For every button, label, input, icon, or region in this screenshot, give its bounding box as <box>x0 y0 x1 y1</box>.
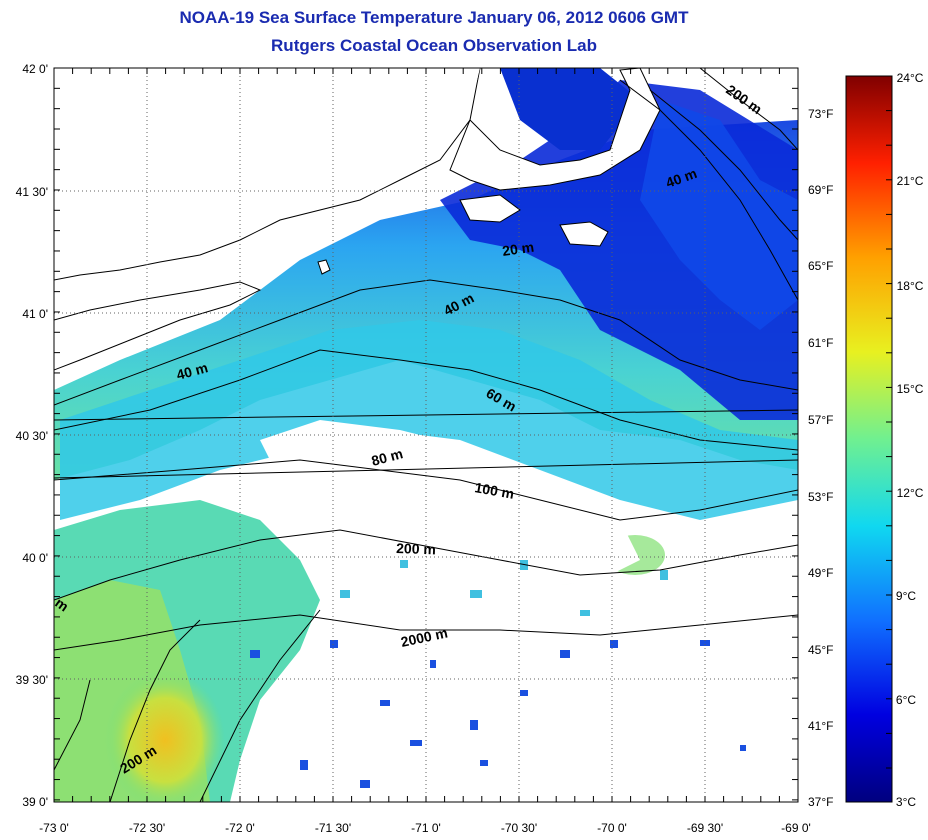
latitude-labels: 42 0' 41 30' 41 0' 40 30' 40 0' 39 30' 3… <box>16 62 48 809</box>
lat-label: 41 0' <box>22 307 48 321</box>
lat-label: 42 0' <box>22 62 48 76</box>
depth-label: 20 m <box>501 239 535 259</box>
c-label: 3°C <box>896 795 916 809</box>
f-label: 45°F <box>808 643 833 657</box>
lon-label: -72 0' <box>225 821 255 835</box>
c-label: 6°C <box>896 693 916 707</box>
lat-label: 39 0' <box>22 795 48 809</box>
sst-field <box>54 68 798 802</box>
f-label: 57°F <box>808 413 833 427</box>
f-label: 69°F <box>808 183 833 197</box>
c-label: 18°C <box>897 279 924 293</box>
lon-label: -70 30' <box>501 821 537 835</box>
c-label: 15°C <box>897 382 924 396</box>
lon-label: -71 0' <box>411 821 441 835</box>
colorbar-ticks <box>886 75 892 769</box>
lon-label: -69 0' <box>781 821 811 835</box>
f-label: 65°F <box>808 259 833 273</box>
depth-label: 200 m <box>396 540 436 557</box>
lon-label: -72 30' <box>129 821 165 835</box>
celsius-labels: 24°C 21°C 18°C 15°C 12°C 9°C 6°C 3°C <box>896 71 924 809</box>
minor-ticks <box>53 67 798 802</box>
c-label: 9°C <box>896 589 916 603</box>
depth-label: 100 m <box>473 479 515 502</box>
f-label: 53°F <box>808 490 833 504</box>
f-label: 61°F <box>808 336 833 350</box>
lon-label: -73 0' <box>39 821 69 835</box>
f-label: 49°F <box>808 566 833 580</box>
c-label: 24°C <box>897 71 924 85</box>
f-label: 37°F <box>808 795 833 809</box>
map-subtitle: Rutgers Coastal Ocean Observation Lab <box>271 36 597 55</box>
lat-label: 40 30' <box>16 429 48 443</box>
f-label: 41°F <box>808 719 833 733</box>
lon-label: -69 30' <box>687 821 723 835</box>
lat-label: 39 30' <box>16 673 48 687</box>
c-label: 21°C <box>897 174 924 188</box>
depth-label: 80 m <box>370 445 405 469</box>
depth-label: 40 m <box>175 359 210 383</box>
c-label: 12°C <box>897 486 924 500</box>
longitude-labels: -73 0' -72 30' -72 0' -71 30' -71 0' -70… <box>39 821 811 835</box>
fahrenheit-labels: 73°F 69°F 65°F 61°F 57°F 53°F 49°F 45°F … <box>808 107 833 809</box>
f-label: 73°F <box>808 107 833 121</box>
lon-label: -70 0' <box>597 821 627 835</box>
colorbar <box>845 75 893 803</box>
graticule <box>54 68 798 802</box>
lon-label: -71 30' <box>315 821 351 835</box>
lat-label: 40 0' <box>22 551 48 565</box>
lat-label: 41 30' <box>16 185 48 199</box>
map-title: NOAA-19 Sea Surface Temperature January … <box>179 8 689 27</box>
